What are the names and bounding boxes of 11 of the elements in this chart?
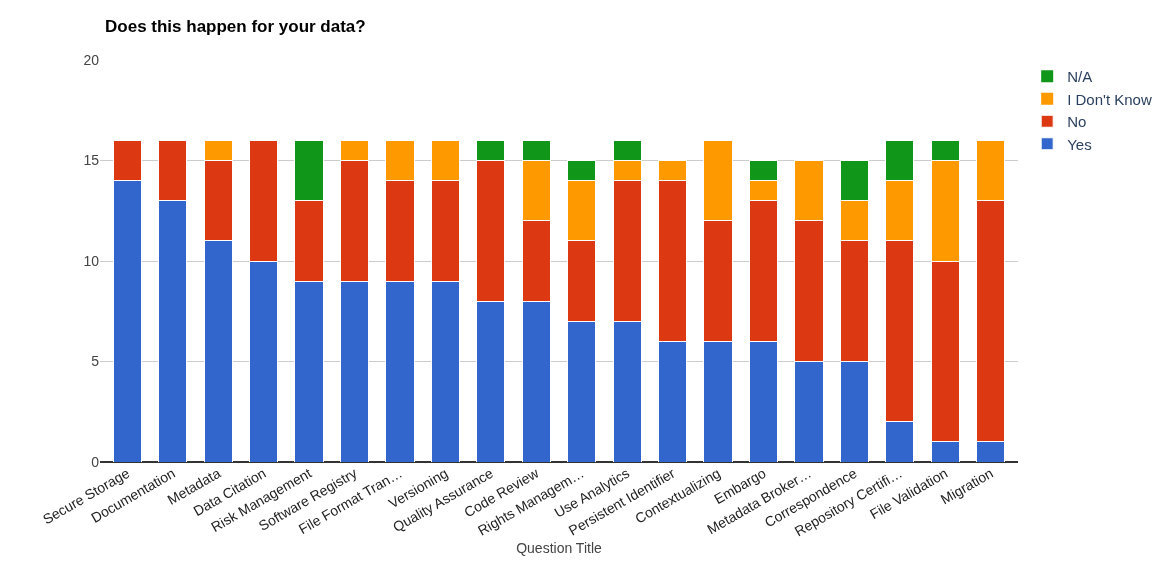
x-axis-title: Question Title xyxy=(516,539,603,556)
legend-label: No xyxy=(1067,113,1087,131)
y-tick-label: 5 xyxy=(91,353,100,370)
legend-label: Yes xyxy=(1067,135,1092,153)
y-tick-label: 0 xyxy=(91,453,100,470)
y-tick-label: 15 xyxy=(83,152,100,169)
chart-title: Does this happen for your data? xyxy=(105,16,366,36)
y-tick-label: 20 xyxy=(83,51,100,68)
legend-label: N/A xyxy=(1067,68,1093,86)
y-tick-label: 10 xyxy=(83,252,100,269)
legend-label: I Don't Know xyxy=(1067,90,1152,108)
